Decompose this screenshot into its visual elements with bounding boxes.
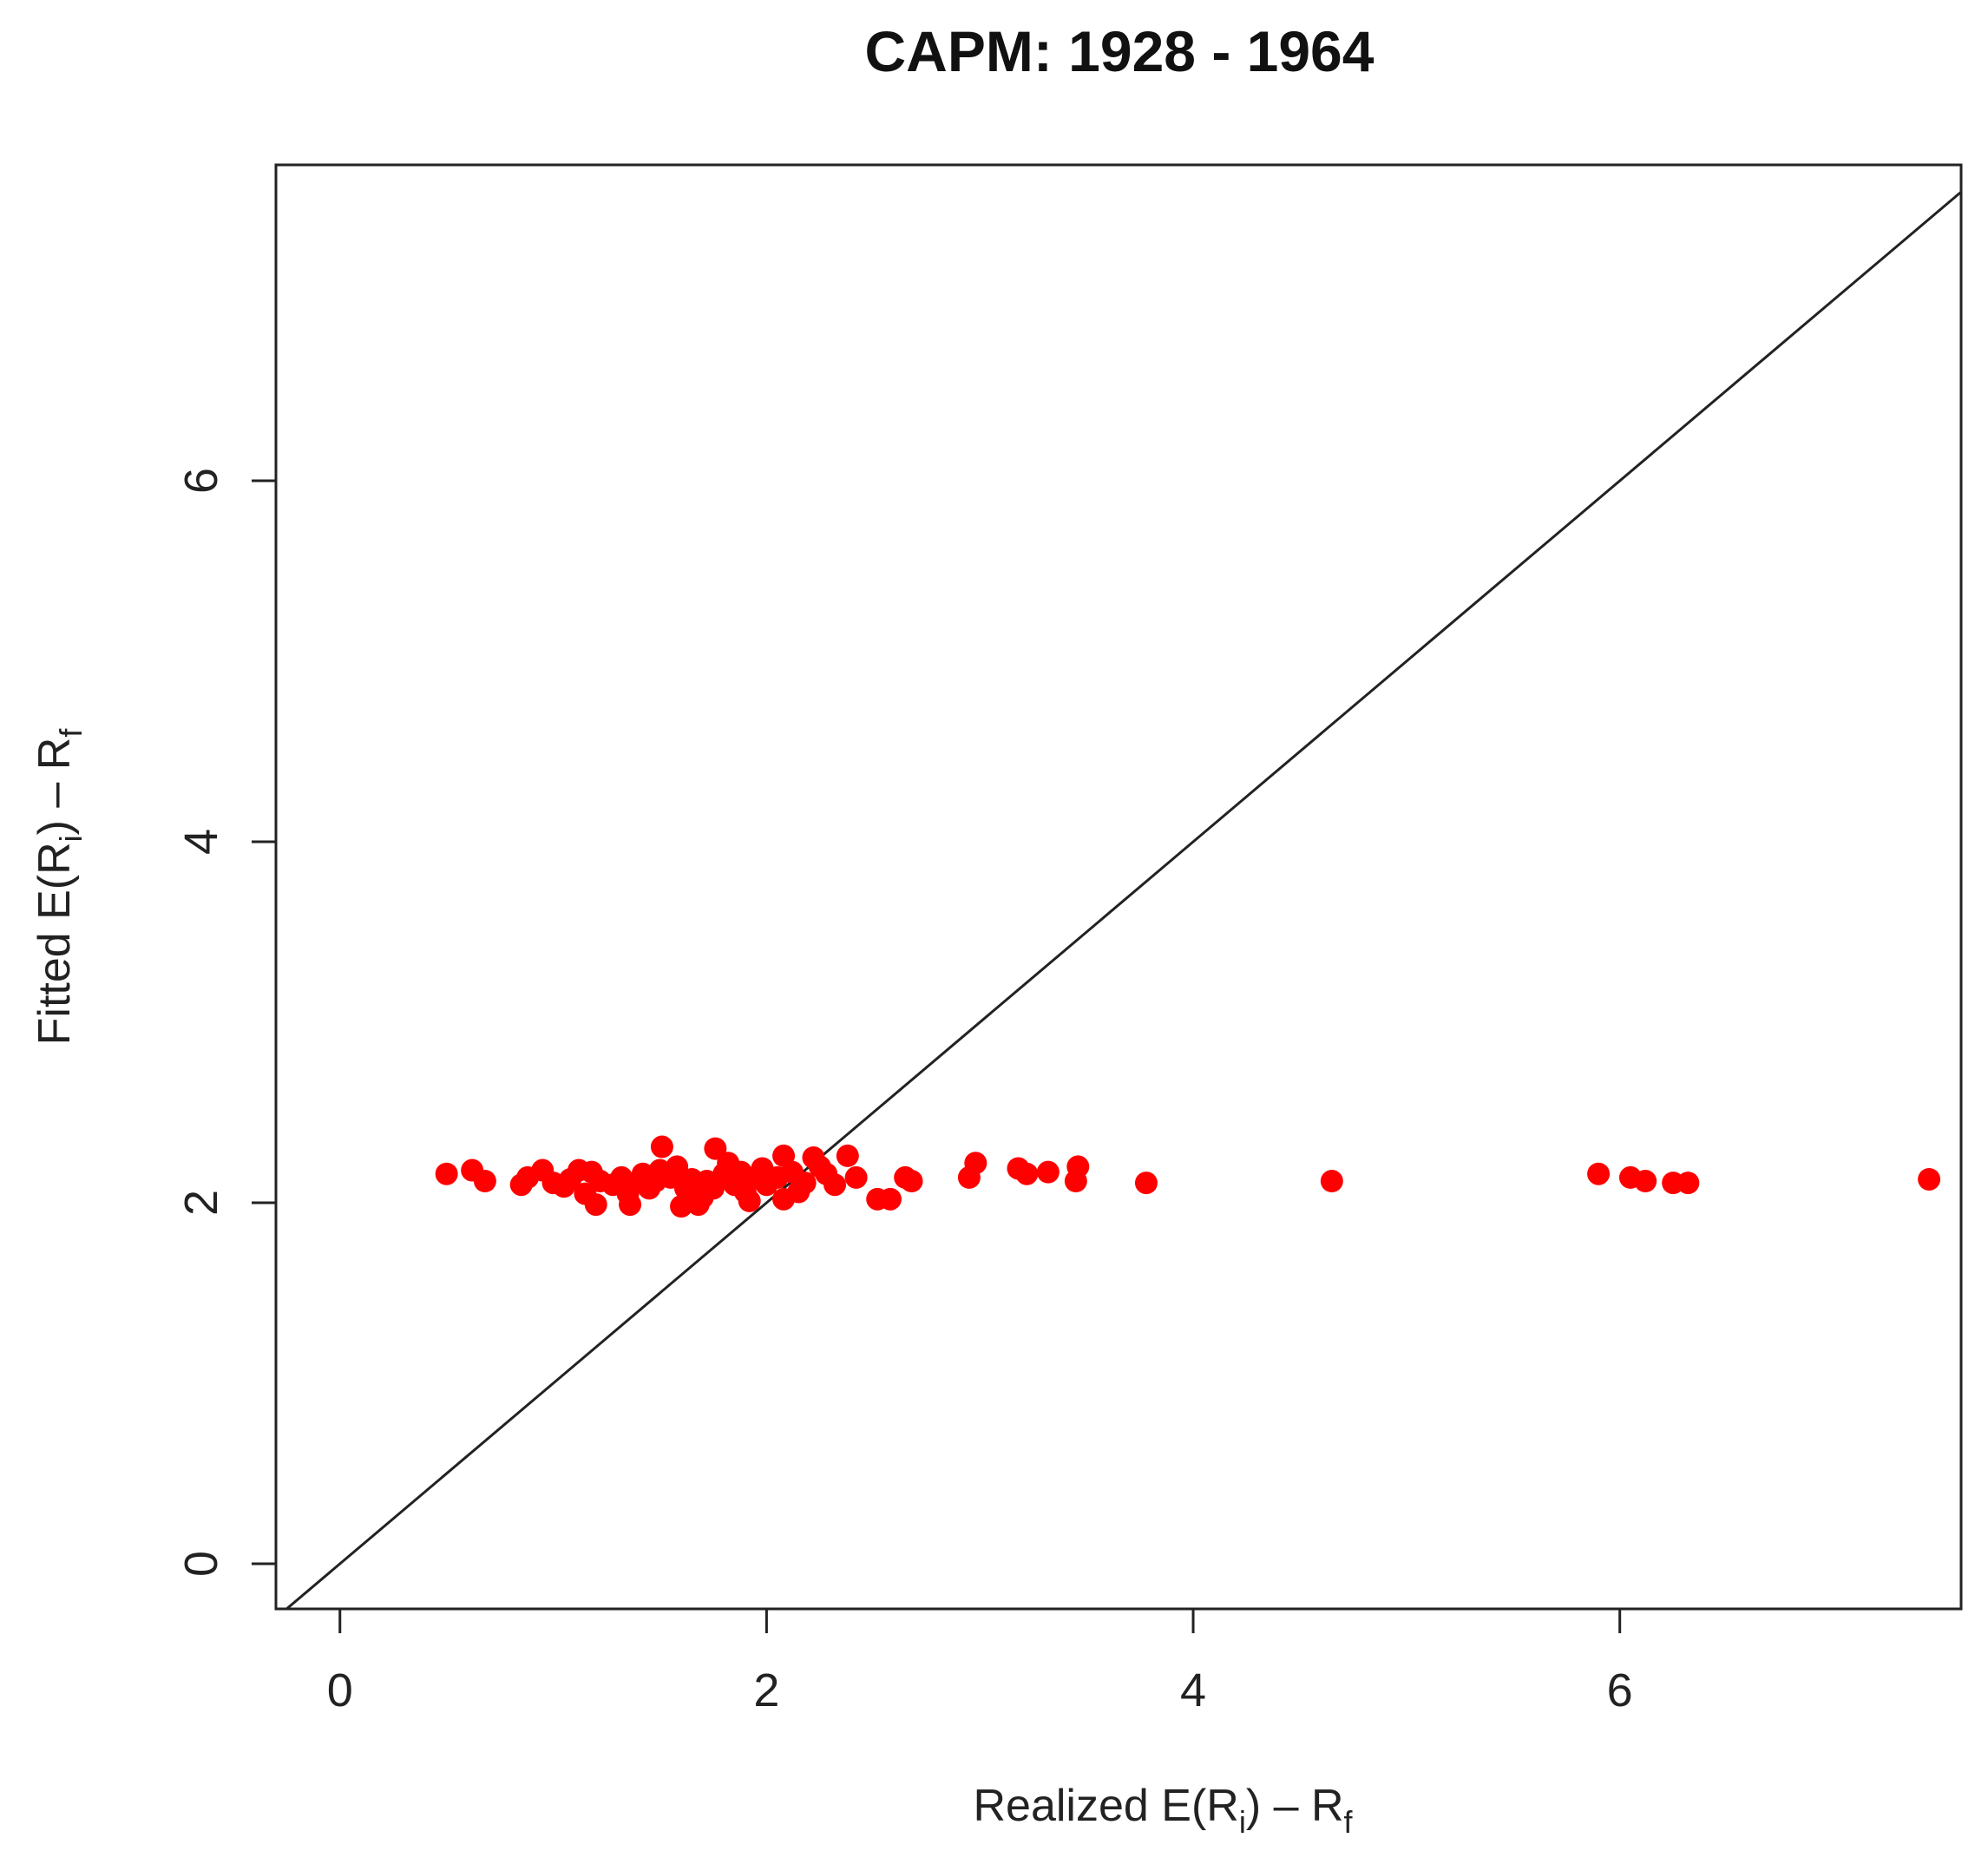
data-point xyxy=(1036,1160,1060,1184)
y-axis-label-sub: i xyxy=(53,835,89,842)
x-tick-label: 6 xyxy=(1607,1664,1633,1716)
data-point xyxy=(1676,1172,1700,1195)
plot-frame xyxy=(274,163,1963,1611)
data-point xyxy=(1015,1162,1039,1185)
y-axis: 0 2 4 6 xyxy=(175,468,278,1577)
data-point xyxy=(738,1189,761,1212)
data-point xyxy=(1634,1170,1657,1193)
data-point xyxy=(1587,1162,1611,1185)
x-axis-label-sub2: f xyxy=(1344,1804,1354,1840)
data-point xyxy=(1066,1155,1090,1178)
x-axis-label-main: Realized E(R xyxy=(973,1781,1238,1831)
x-axis-label-sub: i xyxy=(1239,1804,1246,1840)
x-tick-label: 2 xyxy=(753,1664,779,1716)
data-point xyxy=(670,1195,693,1218)
x-axis-label-tail: ) – R xyxy=(1246,1781,1344,1831)
data-point xyxy=(1918,1167,1941,1191)
chart-title: CAPM: 1928 - 1964 xyxy=(865,19,1375,83)
data-point xyxy=(793,1172,817,1195)
y-tick-label: 0 xyxy=(175,1551,227,1577)
data-point xyxy=(435,1162,458,1185)
data-point xyxy=(650,1135,673,1159)
x-tick-label: 4 xyxy=(1180,1664,1206,1716)
reference-line-45deg xyxy=(284,190,1961,1609)
data-point xyxy=(704,1137,727,1160)
data-point xyxy=(1320,1170,1343,1193)
y-tick-label: 2 xyxy=(175,1190,227,1216)
y-tick-label: 4 xyxy=(175,829,227,855)
data-point xyxy=(666,1155,689,1178)
x-axis-label: Realized E(Ri) – Rf xyxy=(973,1781,1353,1840)
data-point xyxy=(844,1165,868,1189)
x-axis: 0 2 4 6 xyxy=(327,1607,1633,1716)
data-point xyxy=(823,1173,847,1197)
y-axis-label-main: Fitted E(R xyxy=(30,842,80,1045)
y-axis-label-tail: ) – R xyxy=(30,738,80,836)
data-point xyxy=(619,1193,642,1217)
data-point xyxy=(473,1170,496,1193)
data-point xyxy=(836,1144,859,1167)
data-point xyxy=(878,1187,902,1211)
data-point xyxy=(584,1193,607,1217)
y-axis-label: Fitted E(Ri) – Rf xyxy=(30,728,89,1046)
data-point xyxy=(900,1170,923,1193)
y-axis-label-sub2: f xyxy=(53,728,89,738)
data-point xyxy=(1134,1172,1158,1195)
y-tick-label: 6 xyxy=(175,468,227,494)
data-point xyxy=(964,1152,987,1175)
x-tick-label: 0 xyxy=(327,1664,353,1716)
plot-area xyxy=(284,190,1961,1609)
